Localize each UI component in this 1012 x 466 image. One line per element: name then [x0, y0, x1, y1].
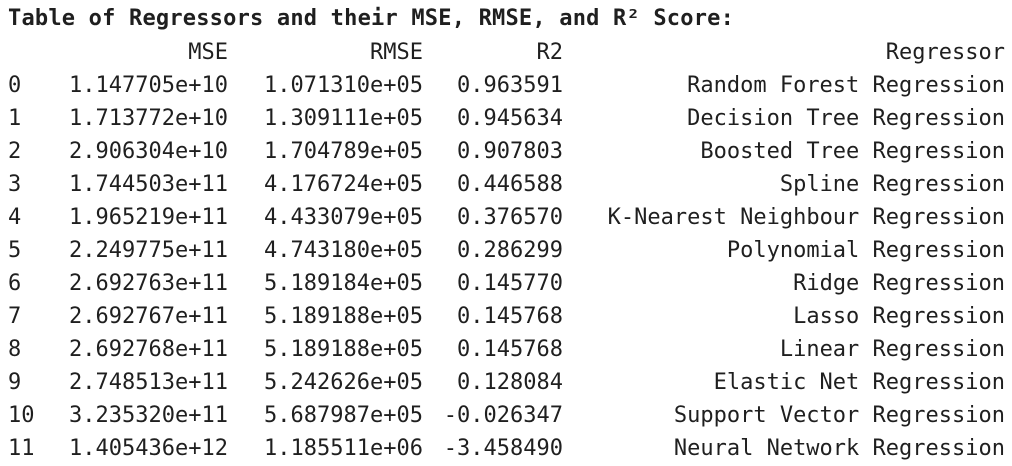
cell-r2: 0.286299: [457, 238, 563, 263]
regressor-table: MSE RMSE R2 Regressor 0 1.147705e+10 1.071…: [8, 36, 1005, 465]
cell-r2: -3.458490: [443, 436, 563, 461]
cell-regressor: Lasso Regression: [793, 304, 1005, 329]
cell-rmse: 1.071310e+05: [264, 73, 423, 98]
cell-mse: 2.692767e+11: [69, 304, 228, 329]
cell-regressor: Boosted Tree Regression: [700, 139, 1005, 164]
cell-mse: 2.692763e+11: [69, 271, 228, 296]
cell-regressor: Decision Tree Regression: [687, 106, 1005, 131]
cell-regressor: K-Nearest Neighbour Regression: [607, 205, 1005, 230]
cell-rmse: 1.704789e+05: [264, 139, 423, 164]
cell-rmse: 5.189188e+05: [264, 337, 423, 362]
cell-mse: 2.748513e+11: [69, 370, 228, 395]
cell-mse: 2.692768e+11: [69, 337, 228, 362]
table-row: 4 1.965219e+11 4.433079e+05 0.376570 K-Neare…: [8, 201, 1005, 234]
cell-index: 5: [8, 238, 22, 263]
header-index: [8, 36, 60, 69]
cell-index: 4: [8, 205, 22, 230]
table-row: 8 2.692768e+11 5.189188e+05 0.145768 Linear …: [8, 333, 1005, 366]
table-row: 9 2.748513e+11 5.242626e+05 0.128084 Elastic…: [8, 366, 1005, 399]
cell-index: 8: [8, 337, 22, 362]
table-row: 1 1.713772e+10 1.309111e+05 0.945634 Decisio…: [8, 102, 1005, 135]
cell-r2: 0.945634: [457, 106, 563, 131]
cell-rmse: 5.189184e+05: [264, 271, 423, 296]
cell-r2: 0.376570: [457, 205, 563, 230]
cell-regressor: Spline Regression: [779, 172, 1005, 197]
table-row: 11 1.405436e+12 1.185511e+06 -3.458490 Neura…: [8, 432, 1005, 465]
cell-rmse: 1.185511e+06: [264, 436, 423, 461]
cell-mse: 3.235320e+11: [69, 403, 228, 428]
cell-regressor: Neural Network Regression: [673, 436, 1005, 461]
cell-index: 3: [8, 172, 22, 197]
output-title: Table of Regressors and their MSE, RMSE,…: [8, 6, 735, 31]
cell-mse: 1.147705e+10: [69, 73, 228, 98]
cell-r2: -0.026347: [443, 403, 563, 428]
cell-mse: 1.713772e+10: [69, 106, 228, 131]
cell-rmse: 4.176724e+05: [264, 172, 423, 197]
header-regressor: Regressor: [885, 40, 1005, 65]
table-row: 0 1.147705e+10 1.071310e+05 0.963591 Random …: [8, 69, 1005, 102]
header-r2: R2: [536, 40, 564, 65]
cell-regressor: Elastic Net Regression: [713, 370, 1005, 395]
cell-rmse: 4.743180e+05: [264, 238, 423, 263]
cell-index: 0: [8, 73, 22, 98]
cell-mse: 2.249775e+11: [69, 238, 228, 263]
cell-mse: 2.906304e+10: [69, 139, 228, 164]
cell-rmse: 1.309111e+05: [264, 106, 423, 131]
table-row: 10 3.235320e+11 5.687987e+05 -0.026347 Suppo…: [8, 399, 1005, 432]
cell-regressor: Linear Regression: [779, 337, 1005, 362]
cell-mse: 1.965219e+11: [69, 205, 228, 230]
cell-rmse: 4.433079e+05: [264, 205, 423, 230]
cell-rmse: 5.687987e+05: [264, 403, 423, 428]
cell-r2: 0.963591: [457, 73, 563, 98]
table-header-row: MSE RMSE R2 Regressor: [8, 36, 1005, 69]
cell-mse: 1.405436e+12: [69, 436, 228, 461]
cell-regressor: Polynomial Regression: [726, 238, 1005, 263]
table-row: 7 2.692767e+11 5.189188e+05 0.145768 Lasso R…: [8, 300, 1005, 333]
cell-regressor: Random Forest Regression: [687, 73, 1005, 98]
cell-index: 11: [8, 436, 35, 461]
header-rmse: RMSE: [370, 40, 423, 65]
cell-r2: 0.128084: [457, 370, 563, 395]
cell-r2: 0.907803: [457, 139, 563, 164]
cell-index: 10: [8, 403, 35, 428]
cell-index: 7: [8, 304, 22, 329]
cell-r2: 0.145768: [457, 304, 563, 329]
table-row: 2 2.906304e+10 1.704789e+05 0.907803 Boosted…: [8, 135, 1005, 168]
cell-regressor: Ridge Regression: [793, 271, 1005, 296]
cell-r2: 0.145770: [457, 271, 563, 296]
table-row: 6 2.692763e+11 5.189184e+05 0.145770 Ridge R…: [8, 267, 1005, 300]
table-row: 3 1.744503e+11 4.176724e+05 0.446588 Spline …: [8, 168, 1005, 201]
header-mse: MSE: [188, 40, 228, 65]
cell-r2: 0.145768: [457, 337, 563, 362]
cell-index: 6: [8, 271, 22, 296]
table-body: 0 1.147705e+10 1.071310e+05 0.963591 Random …: [8, 69, 1005, 465]
cell-index: 9: [8, 370, 22, 395]
cell-rmse: 5.242626e+05: [264, 370, 423, 395]
cell-rmse: 5.189188e+05: [264, 304, 423, 329]
table-row: 5 2.249775e+11 4.743180e+05 0.286299 Polynom…: [8, 234, 1005, 267]
cell-index: 2: [8, 139, 22, 164]
cell-mse: 1.744503e+11: [69, 172, 228, 197]
cell-index: 1: [8, 106, 22, 131]
cell-regressor: Support Vector Regression: [673, 403, 1005, 428]
cell-r2: 0.446588: [457, 172, 563, 197]
